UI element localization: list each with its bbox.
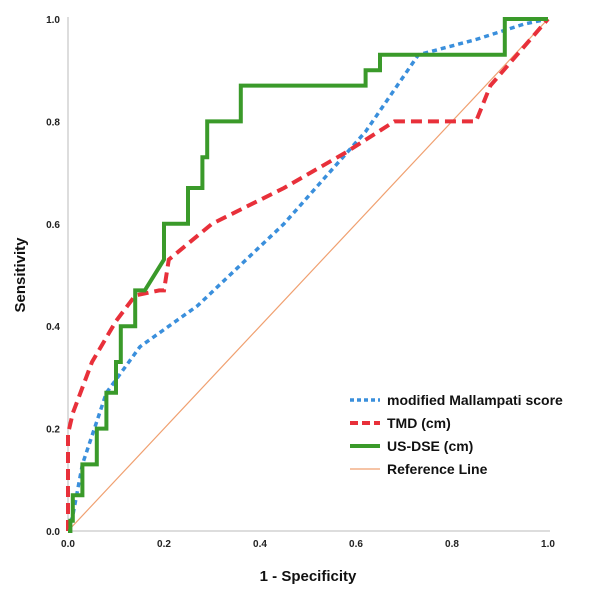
x-tick-label: 0.4: [253, 539, 267, 550]
legend-label: modified Mallampati score: [387, 392, 563, 408]
y-tick-label: 0.2: [46, 425, 60, 436]
x-tick-label: 0.2: [157, 539, 171, 550]
y-tick-label: 0.4: [46, 322, 60, 333]
legend-label: TMD (cm): [387, 415, 451, 431]
legend-label: US-DSE (cm): [387, 438, 473, 454]
y-tick-label: 0.0: [46, 527, 60, 538]
x-tick-label: 0.8: [445, 539, 459, 550]
legend-label: Reference Line: [387, 461, 488, 477]
series-line-tmd-cm: [66, 17, 550, 531]
y-axis-label: Sensitivity: [12, 237, 29, 313]
x-tick-label: 1.0: [541, 539, 555, 550]
y-tick-label: 0.6: [46, 220, 60, 231]
series-line-us-dse-cm: [68, 17, 548, 533]
y-tick-label: 0.8: [46, 117, 60, 128]
y-tick-label: 1.0: [46, 15, 60, 26]
tick-labels: 0.0 0.2 0.4 0.6 0.8 1.0 0.0 0.2 0.4 0.6 0.8 1.0: [46, 15, 555, 550]
x-tick-label: 0.6: [349, 539, 363, 550]
x-axis-label: 1 - Specificity: [260, 568, 357, 585]
x-tick-label: 0.0: [61, 539, 75, 550]
series-line-reference-line: [67, 18, 549, 532]
series-layer: [66, 17, 550, 533]
legend: modified Mallampati score TMD (cm) US-DSE …: [350, 392, 563, 477]
